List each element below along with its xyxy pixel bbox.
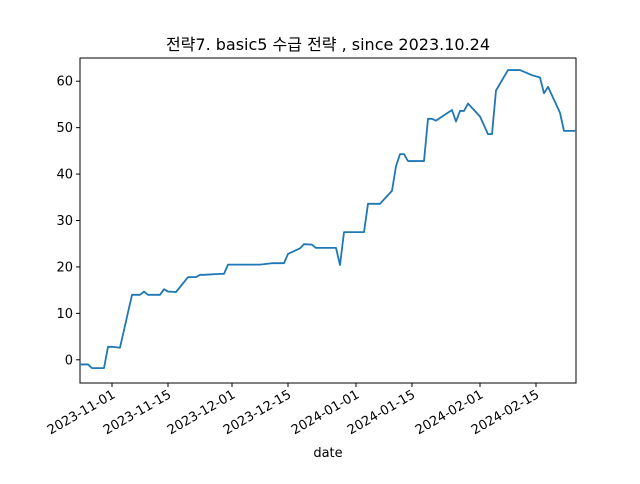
series-line — [80, 69, 576, 370]
plot-frame — [79, 57, 577, 384]
y-tick-label: 60 — [56, 75, 73, 90]
series-layer — [80, 69, 576, 370]
y-tick-label: 0 — [65, 353, 73, 368]
y-tick-label: 30 — [56, 214, 73, 229]
y-tick-label: 40 — [56, 168, 73, 183]
x-axis-label: date — [313, 446, 342, 461]
y-tick-label: 20 — [56, 260, 73, 275]
y-tick-label: 50 — [56, 121, 73, 136]
chart-title: 전략7. basic5 수급 전략 , since 2023.10.24 — [166, 35, 490, 54]
x-axis: 2023-11-012023-11-152023-12-012023-12-15… — [45, 383, 542, 438]
y-axis: 0 10 20 30 40 50 60 — [56, 75, 80, 368]
y-tick-label: 10 — [56, 307, 73, 322]
